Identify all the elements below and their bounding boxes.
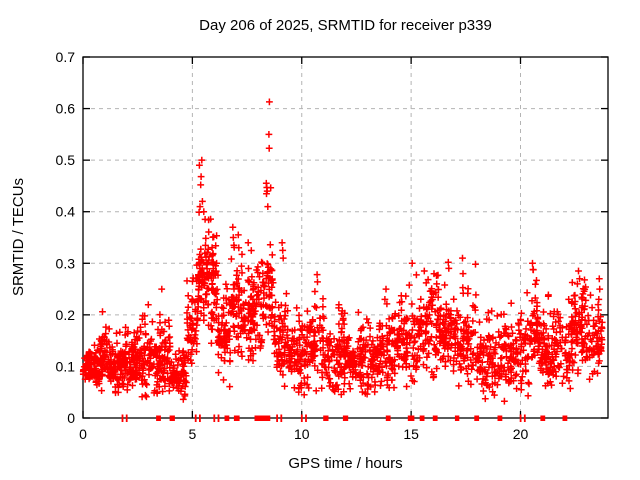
svg-text:0.6: 0.6 [56,101,76,117]
x-axis-label: GPS time / hours [288,455,403,472]
svg-text:0.5: 0.5 [56,152,76,168]
svg-text:0.1: 0.1 [56,358,76,374]
chart-title: Day 206 of 2025, SRMTID for receiver p33… [199,17,492,34]
svg-text:15: 15 [403,426,419,442]
svg-text:0.2: 0.2 [56,307,76,323]
svg-text:0.4: 0.4 [56,204,76,220]
svg-text:5: 5 [188,426,196,442]
svg-text:20: 20 [513,426,529,442]
svg-text:10: 10 [294,426,310,442]
svg-text:0: 0 [67,410,75,426]
y-axis-label: SRMTID / TECUs [10,177,27,297]
svg-text:0.7: 0.7 [56,49,76,65]
svg-text:0: 0 [79,426,87,442]
svg-text:0.3: 0.3 [56,255,76,271]
